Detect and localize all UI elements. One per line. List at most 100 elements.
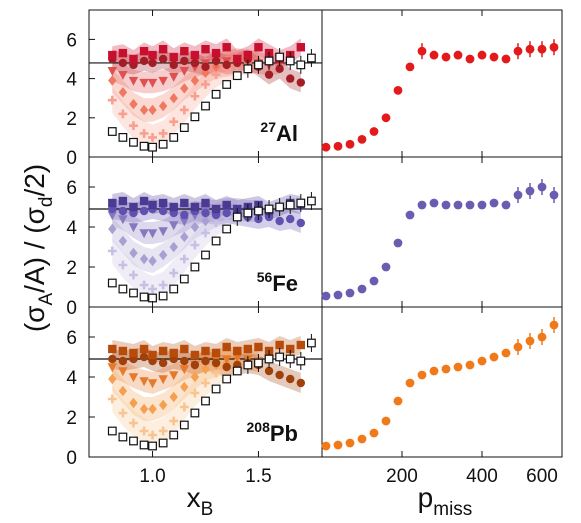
x-tick-label: 1.5 <box>245 466 271 487</box>
marker-square <box>211 48 221 58</box>
marker-cross <box>139 426 149 436</box>
data-point <box>525 336 535 346</box>
data-point <box>549 42 559 52</box>
data-point <box>465 54 475 64</box>
data-point <box>393 396 403 406</box>
marker-cross <box>201 378 210 388</box>
y-tick-label: 6 <box>66 178 77 199</box>
pmiss-sub: miss <box>433 499 472 520</box>
marker-circle <box>264 70 274 79</box>
marker-triangle <box>169 221 179 231</box>
y-label-part: (σ <box>19 306 50 333</box>
marker-square <box>148 200 157 210</box>
x-axis-label-xb: xB <box>187 482 214 520</box>
xb-sub: B <box>201 499 214 520</box>
y-label-sub-d: d <box>36 197 57 208</box>
panel-pmiss-0 <box>321 9 563 158</box>
marker-circle <box>286 374 295 384</box>
data-point <box>465 200 475 210</box>
marker-open-square <box>118 432 128 442</box>
data-point <box>417 370 427 380</box>
data-point <box>513 342 523 352</box>
marker-diamond <box>201 363 210 375</box>
marker-circle <box>180 356 189 366</box>
marker-diamond <box>190 371 200 383</box>
marker-square <box>201 346 210 356</box>
marker-square <box>129 54 138 64</box>
marker-circle <box>275 370 284 380</box>
marker-open-square <box>254 358 263 368</box>
marker-open-square <box>129 436 138 446</box>
marker-circle <box>275 216 284 226</box>
data-point <box>333 141 343 151</box>
marker-square <box>275 340 284 350</box>
marker-diamond <box>190 75 200 86</box>
marker-open-square <box>275 52 285 62</box>
marker-circle <box>201 356 210 366</box>
marker-cross <box>139 129 149 138</box>
marker-square <box>222 342 231 352</box>
data-point <box>429 198 439 208</box>
marker-open-square <box>307 196 316 206</box>
data-point <box>453 362 463 372</box>
marker-square <box>118 48 128 58</box>
data-point <box>525 186 535 196</box>
data-point <box>321 441 331 451</box>
marker-square <box>190 202 200 212</box>
marker-open-square <box>179 274 189 284</box>
marker-cross <box>158 129 168 138</box>
marker-circle <box>190 58 200 68</box>
y-tick-label: 6 <box>66 328 77 349</box>
marker-open-square <box>129 137 138 147</box>
data-point <box>501 54 511 64</box>
marker-square <box>296 43 306 52</box>
marker-square <box>139 344 149 354</box>
nucleus-label: 27Al <box>260 119 298 146</box>
marker-diamond <box>118 385 128 397</box>
marker-circle <box>118 206 128 216</box>
marker-open-square <box>222 224 232 234</box>
x-tick-label: 200 <box>386 466 418 487</box>
marker-cross <box>190 91 200 101</box>
marker-cross <box>169 117 179 127</box>
marker-square <box>222 200 231 210</box>
pmiss-points <box>321 39 559 152</box>
marker-circle <box>211 56 221 66</box>
data-point <box>501 200 511 210</box>
marker-open-square <box>264 56 274 66</box>
marker-circle <box>139 56 149 66</box>
marker-open-square <box>118 133 128 142</box>
marker-open-square <box>275 352 285 362</box>
marker-diamond <box>158 249 168 261</box>
data-point <box>405 210 415 220</box>
marker-open-square <box>118 284 128 294</box>
marker-triangle <box>158 375 168 385</box>
marker-diamond <box>129 397 138 409</box>
data-point <box>441 52 451 62</box>
series-circle <box>108 352 306 388</box>
marker-square <box>180 344 189 354</box>
y-tick-label: 4 <box>66 218 77 239</box>
data-point <box>429 366 439 376</box>
marker-square <box>118 346 128 356</box>
marker-circle <box>275 64 284 74</box>
data-point <box>465 360 475 370</box>
data-point <box>441 200 451 210</box>
data-point <box>441 364 451 374</box>
marker-circle <box>201 62 210 72</box>
marker-open-square <box>285 56 295 66</box>
marker-circle <box>118 58 128 68</box>
marker-diamond <box>158 100 168 112</box>
marker-circle <box>139 206 149 216</box>
marker-circle <box>158 358 168 368</box>
marker-triangle <box>169 371 179 381</box>
marker-circle <box>139 352 149 362</box>
marker-open-square <box>211 384 221 394</box>
data-point <box>357 134 367 144</box>
marker-triangle <box>139 78 149 88</box>
marker-open-square <box>254 60 263 70</box>
xb-main: x <box>187 482 201 513</box>
open-square-series <box>107 334 316 451</box>
data-point <box>513 190 523 200</box>
data-point <box>381 262 391 272</box>
